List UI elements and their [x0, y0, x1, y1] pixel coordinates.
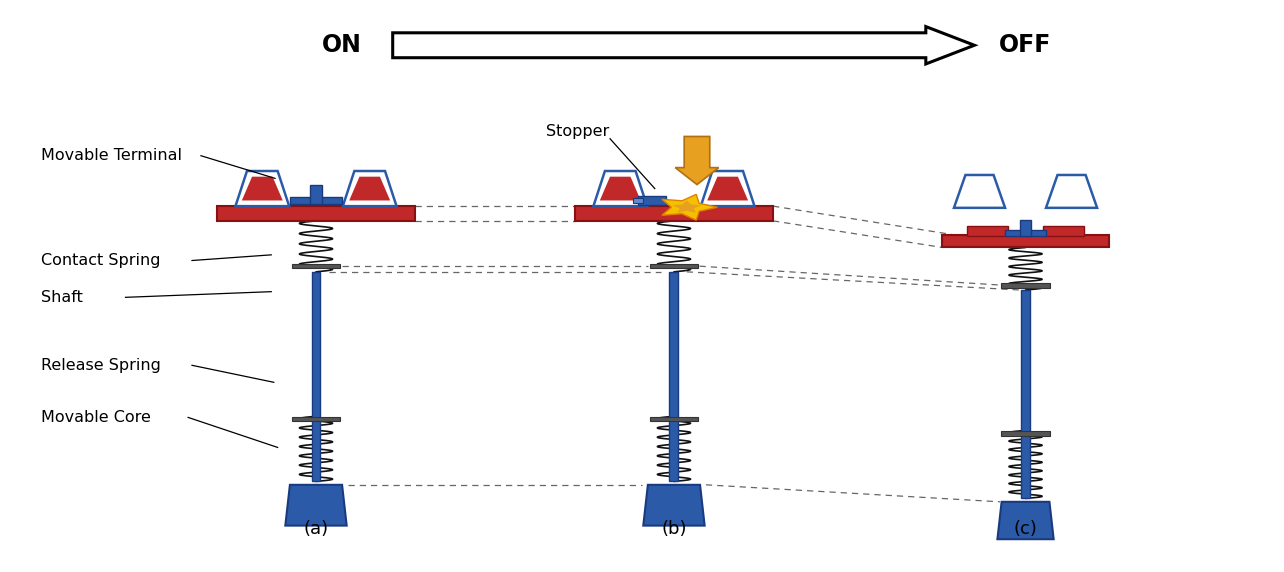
Polygon shape	[285, 485, 347, 526]
Bar	[638, 196, 666, 205]
FancyArrow shape	[393, 26, 975, 64]
Polygon shape	[998, 502, 1054, 539]
Text: ON: ON	[321, 33, 362, 57]
Bar	[633, 198, 643, 202]
Bar	[1002, 431, 1050, 435]
Polygon shape	[707, 177, 749, 200]
Bar	[1002, 283, 1050, 288]
Text: OFF: OFF	[999, 33, 1052, 57]
Polygon shape	[343, 171, 397, 206]
Polygon shape	[954, 175, 1005, 208]
Text: Contact Spring: Contact Spring	[41, 253, 160, 268]
Bar	[309, 185, 322, 204]
Bar	[1021, 290, 1030, 498]
Text: Movable Core: Movable Core	[41, 410, 152, 425]
Bar	[291, 264, 340, 268]
FancyArrow shape	[675, 137, 719, 185]
Polygon shape	[600, 177, 641, 200]
Text: Shaft: Shaft	[41, 290, 83, 305]
Bar	[1005, 231, 1046, 236]
Polygon shape	[241, 177, 282, 200]
Text: (c): (c)	[1013, 520, 1037, 538]
Text: Stopper: Stopper	[546, 124, 610, 139]
Polygon shape	[663, 194, 718, 220]
Text: Release Spring: Release Spring	[41, 358, 160, 373]
Bar	[575, 206, 773, 221]
Polygon shape	[349, 177, 390, 200]
Bar	[1044, 226, 1085, 236]
Bar	[942, 235, 1108, 248]
Bar	[1021, 220, 1031, 236]
Bar	[290, 197, 342, 204]
Polygon shape	[643, 485, 705, 526]
Polygon shape	[701, 171, 755, 206]
Text: (a): (a)	[303, 520, 329, 538]
Bar	[312, 272, 321, 482]
Text: (b): (b)	[661, 520, 687, 538]
Text: Movable Terminal: Movable Terminal	[41, 148, 182, 163]
Polygon shape	[672, 200, 701, 213]
Bar	[669, 272, 678, 482]
Bar	[291, 417, 340, 422]
Bar	[967, 226, 1008, 236]
Bar	[217, 206, 415, 221]
Polygon shape	[1046, 175, 1097, 208]
Bar	[650, 417, 698, 422]
Polygon shape	[593, 171, 647, 206]
Bar	[650, 264, 698, 268]
Polygon shape	[235, 171, 289, 206]
